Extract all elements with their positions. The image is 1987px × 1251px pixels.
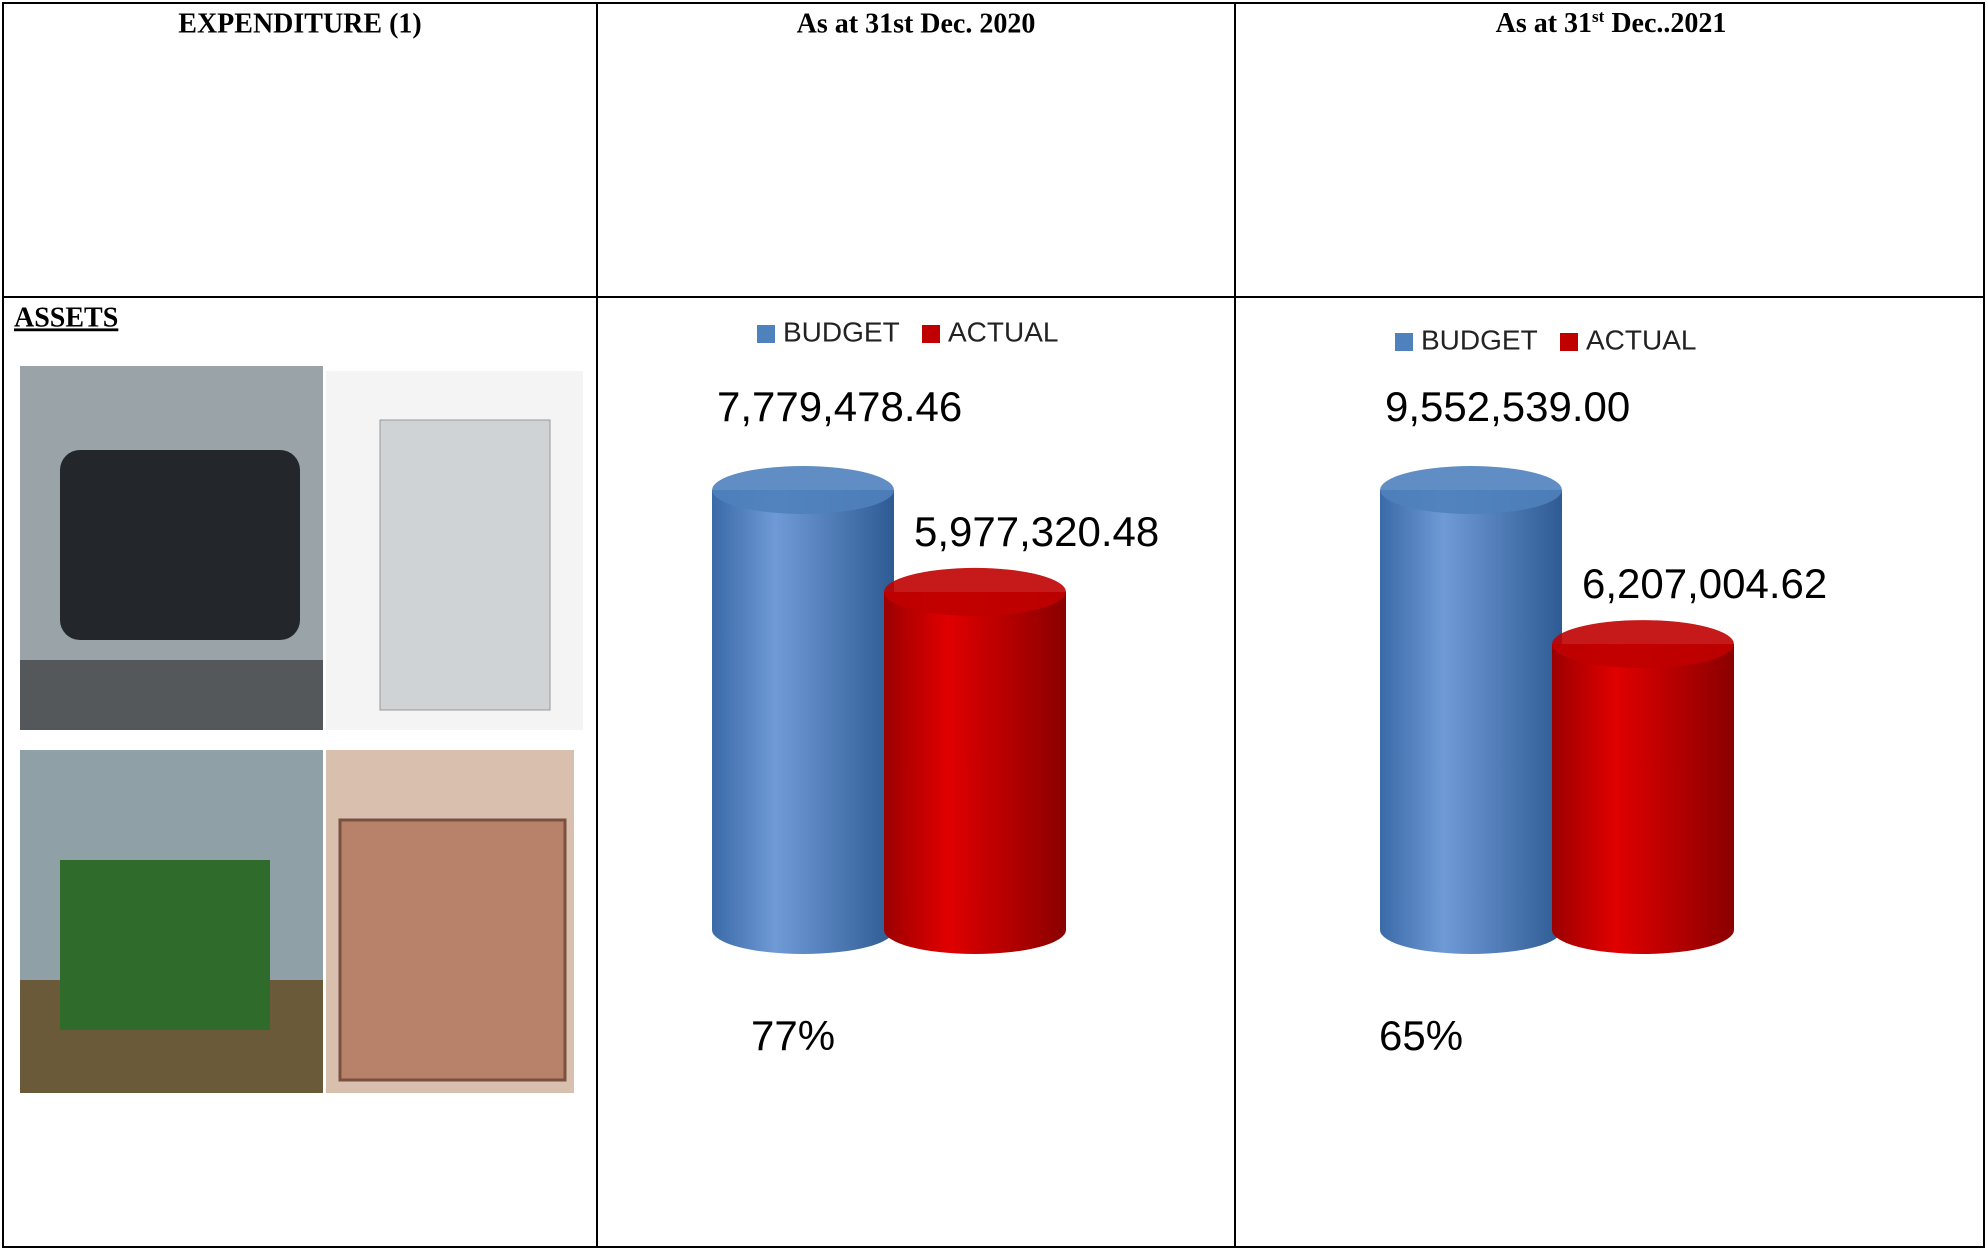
printer-shape xyxy=(379,419,551,711)
header-cell: EXPENDITURE (1) xyxy=(178,8,421,39)
legend-label: BUDGET xyxy=(1421,324,1538,355)
legend-label: ACTUAL xyxy=(1586,324,1696,355)
superscript: st xyxy=(1592,7,1605,26)
bar-part xyxy=(1552,644,1734,930)
bar xyxy=(1380,466,1562,954)
header-text: Dec..2021 xyxy=(1604,8,1726,39)
asset-photos xyxy=(20,366,583,1093)
truck-shape xyxy=(60,450,300,640)
bar xyxy=(884,567,1066,954)
data-label: 9,552,539.00 xyxy=(1385,383,1630,430)
bar xyxy=(712,466,894,954)
bar-part xyxy=(1380,466,1562,514)
legend-swatch xyxy=(1560,333,1578,351)
building-shape xyxy=(338,818,567,1082)
legend-swatch xyxy=(922,325,940,343)
annotation: 77% xyxy=(751,1012,835,1059)
legend-swatch xyxy=(757,325,775,343)
data-label: 7,779,478.46 xyxy=(717,383,962,430)
bar-part xyxy=(712,466,894,514)
header-cell: As at 31st Dec..2021 xyxy=(1496,7,1727,40)
header-cell: As at 31st Dec. 2020 xyxy=(797,8,1036,39)
bar-part xyxy=(712,490,894,930)
bar-part xyxy=(1380,490,1562,930)
data-label: 5,977,320.48 xyxy=(914,508,1159,555)
data-label: 6,207,004.62 xyxy=(1582,560,1827,607)
legend-label: ACTUAL xyxy=(948,316,1058,347)
tractor-shape xyxy=(60,860,270,1030)
row-label: ASSETS xyxy=(14,302,118,333)
annotation: 65% xyxy=(1379,1012,1463,1059)
bar-part xyxy=(884,567,1066,616)
legend-label: BUDGET xyxy=(783,316,900,347)
header-text: As at 31 xyxy=(1496,8,1592,39)
bar-part xyxy=(884,591,1066,930)
bar xyxy=(1552,620,1734,954)
bar-part xyxy=(1552,620,1734,669)
legend-swatch xyxy=(1395,333,1413,351)
road xyxy=(20,660,323,730)
